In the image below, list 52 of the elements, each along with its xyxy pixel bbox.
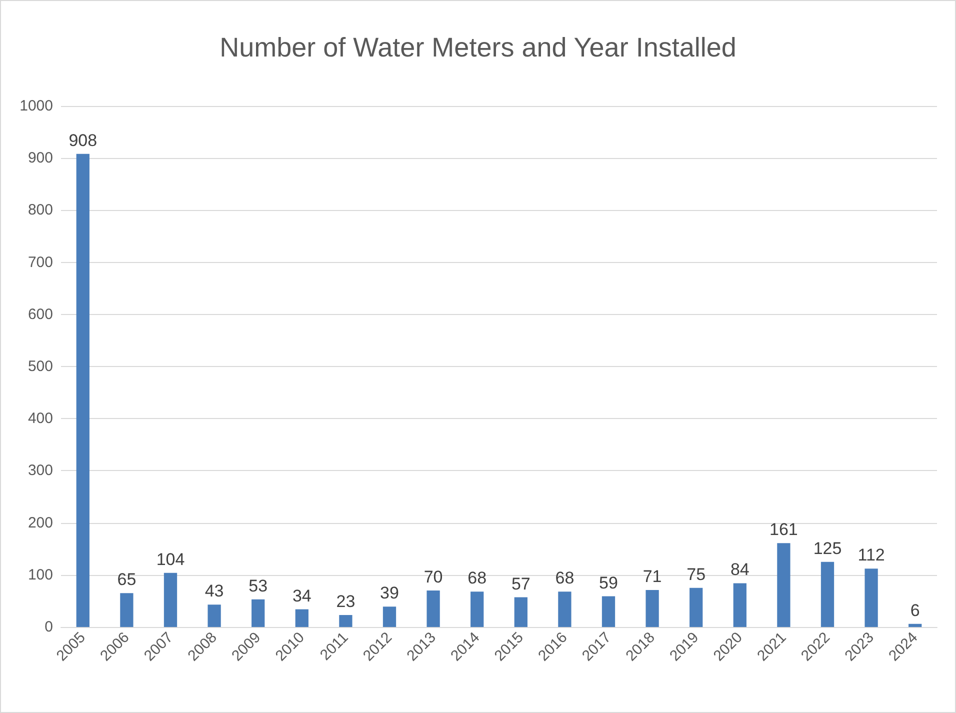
y-tick-label: 200 bbox=[28, 514, 53, 532]
data-label: 104 bbox=[156, 550, 185, 569]
y-tick-label: 600 bbox=[28, 306, 53, 323]
bar bbox=[208, 604, 221, 627]
bar bbox=[339, 615, 352, 627]
y-tick-label: 900 bbox=[28, 150, 53, 167]
data-label: 908 bbox=[68, 130, 98, 150]
bar bbox=[602, 596, 616, 627]
data-label: 68 bbox=[555, 568, 574, 588]
bar bbox=[252, 599, 265, 627]
bar bbox=[426, 590, 440, 627]
y-tick-label: 400 bbox=[28, 410, 53, 428]
y-tick-label: 100 bbox=[28, 566, 53, 584]
data-label: 43 bbox=[204, 582, 224, 601]
data-label: 75 bbox=[686, 564, 706, 584]
data-label: 57 bbox=[511, 574, 530, 594]
data-label: 125 bbox=[813, 538, 842, 558]
data-label: 59 bbox=[599, 573, 618, 592]
data-label: 70 bbox=[424, 568, 443, 587]
bar bbox=[820, 562, 834, 627]
bar bbox=[558, 592, 572, 627]
data-label: 112 bbox=[858, 546, 885, 565]
y-tick-label: 0 bbox=[44, 618, 53, 636]
data-label: 6 bbox=[910, 600, 920, 620]
bar bbox=[777, 543, 790, 627]
bar bbox=[164, 572, 178, 627]
data-label: 84 bbox=[730, 560, 750, 580]
data-label: 39 bbox=[380, 584, 399, 603]
bar bbox=[646, 590, 659, 627]
bar bbox=[690, 588, 703, 627]
bar bbox=[908, 624, 922, 627]
data-label: 68 bbox=[468, 568, 487, 588]
data-label: 65 bbox=[117, 570, 136, 590]
y-tick-label: 800 bbox=[28, 202, 53, 219]
data-label: 53 bbox=[248, 576, 268, 596]
chart-title: Number of Water Meters and Year Installed bbox=[220, 32, 736, 62]
bar bbox=[864, 568, 878, 627]
bar bbox=[733, 583, 746, 627]
data-label: 34 bbox=[292, 586, 312, 606]
y-tick-label: 1000 bbox=[20, 98, 53, 114]
data-label: 23 bbox=[336, 592, 356, 612]
y-tick-label: 300 bbox=[28, 462, 53, 480]
bar bbox=[295, 609, 308, 627]
bar bbox=[470, 592, 484, 627]
data-label: 71 bbox=[642, 567, 662, 586]
y-tick-label: 700 bbox=[28, 254, 53, 271]
bar bbox=[514, 597, 528, 627]
y-tick-label: 500 bbox=[28, 358, 53, 375]
bar bbox=[120, 593, 134, 627]
bar bbox=[382, 606, 396, 627]
bar bbox=[76, 154, 90, 627]
data-label: 161 bbox=[770, 520, 798, 540]
